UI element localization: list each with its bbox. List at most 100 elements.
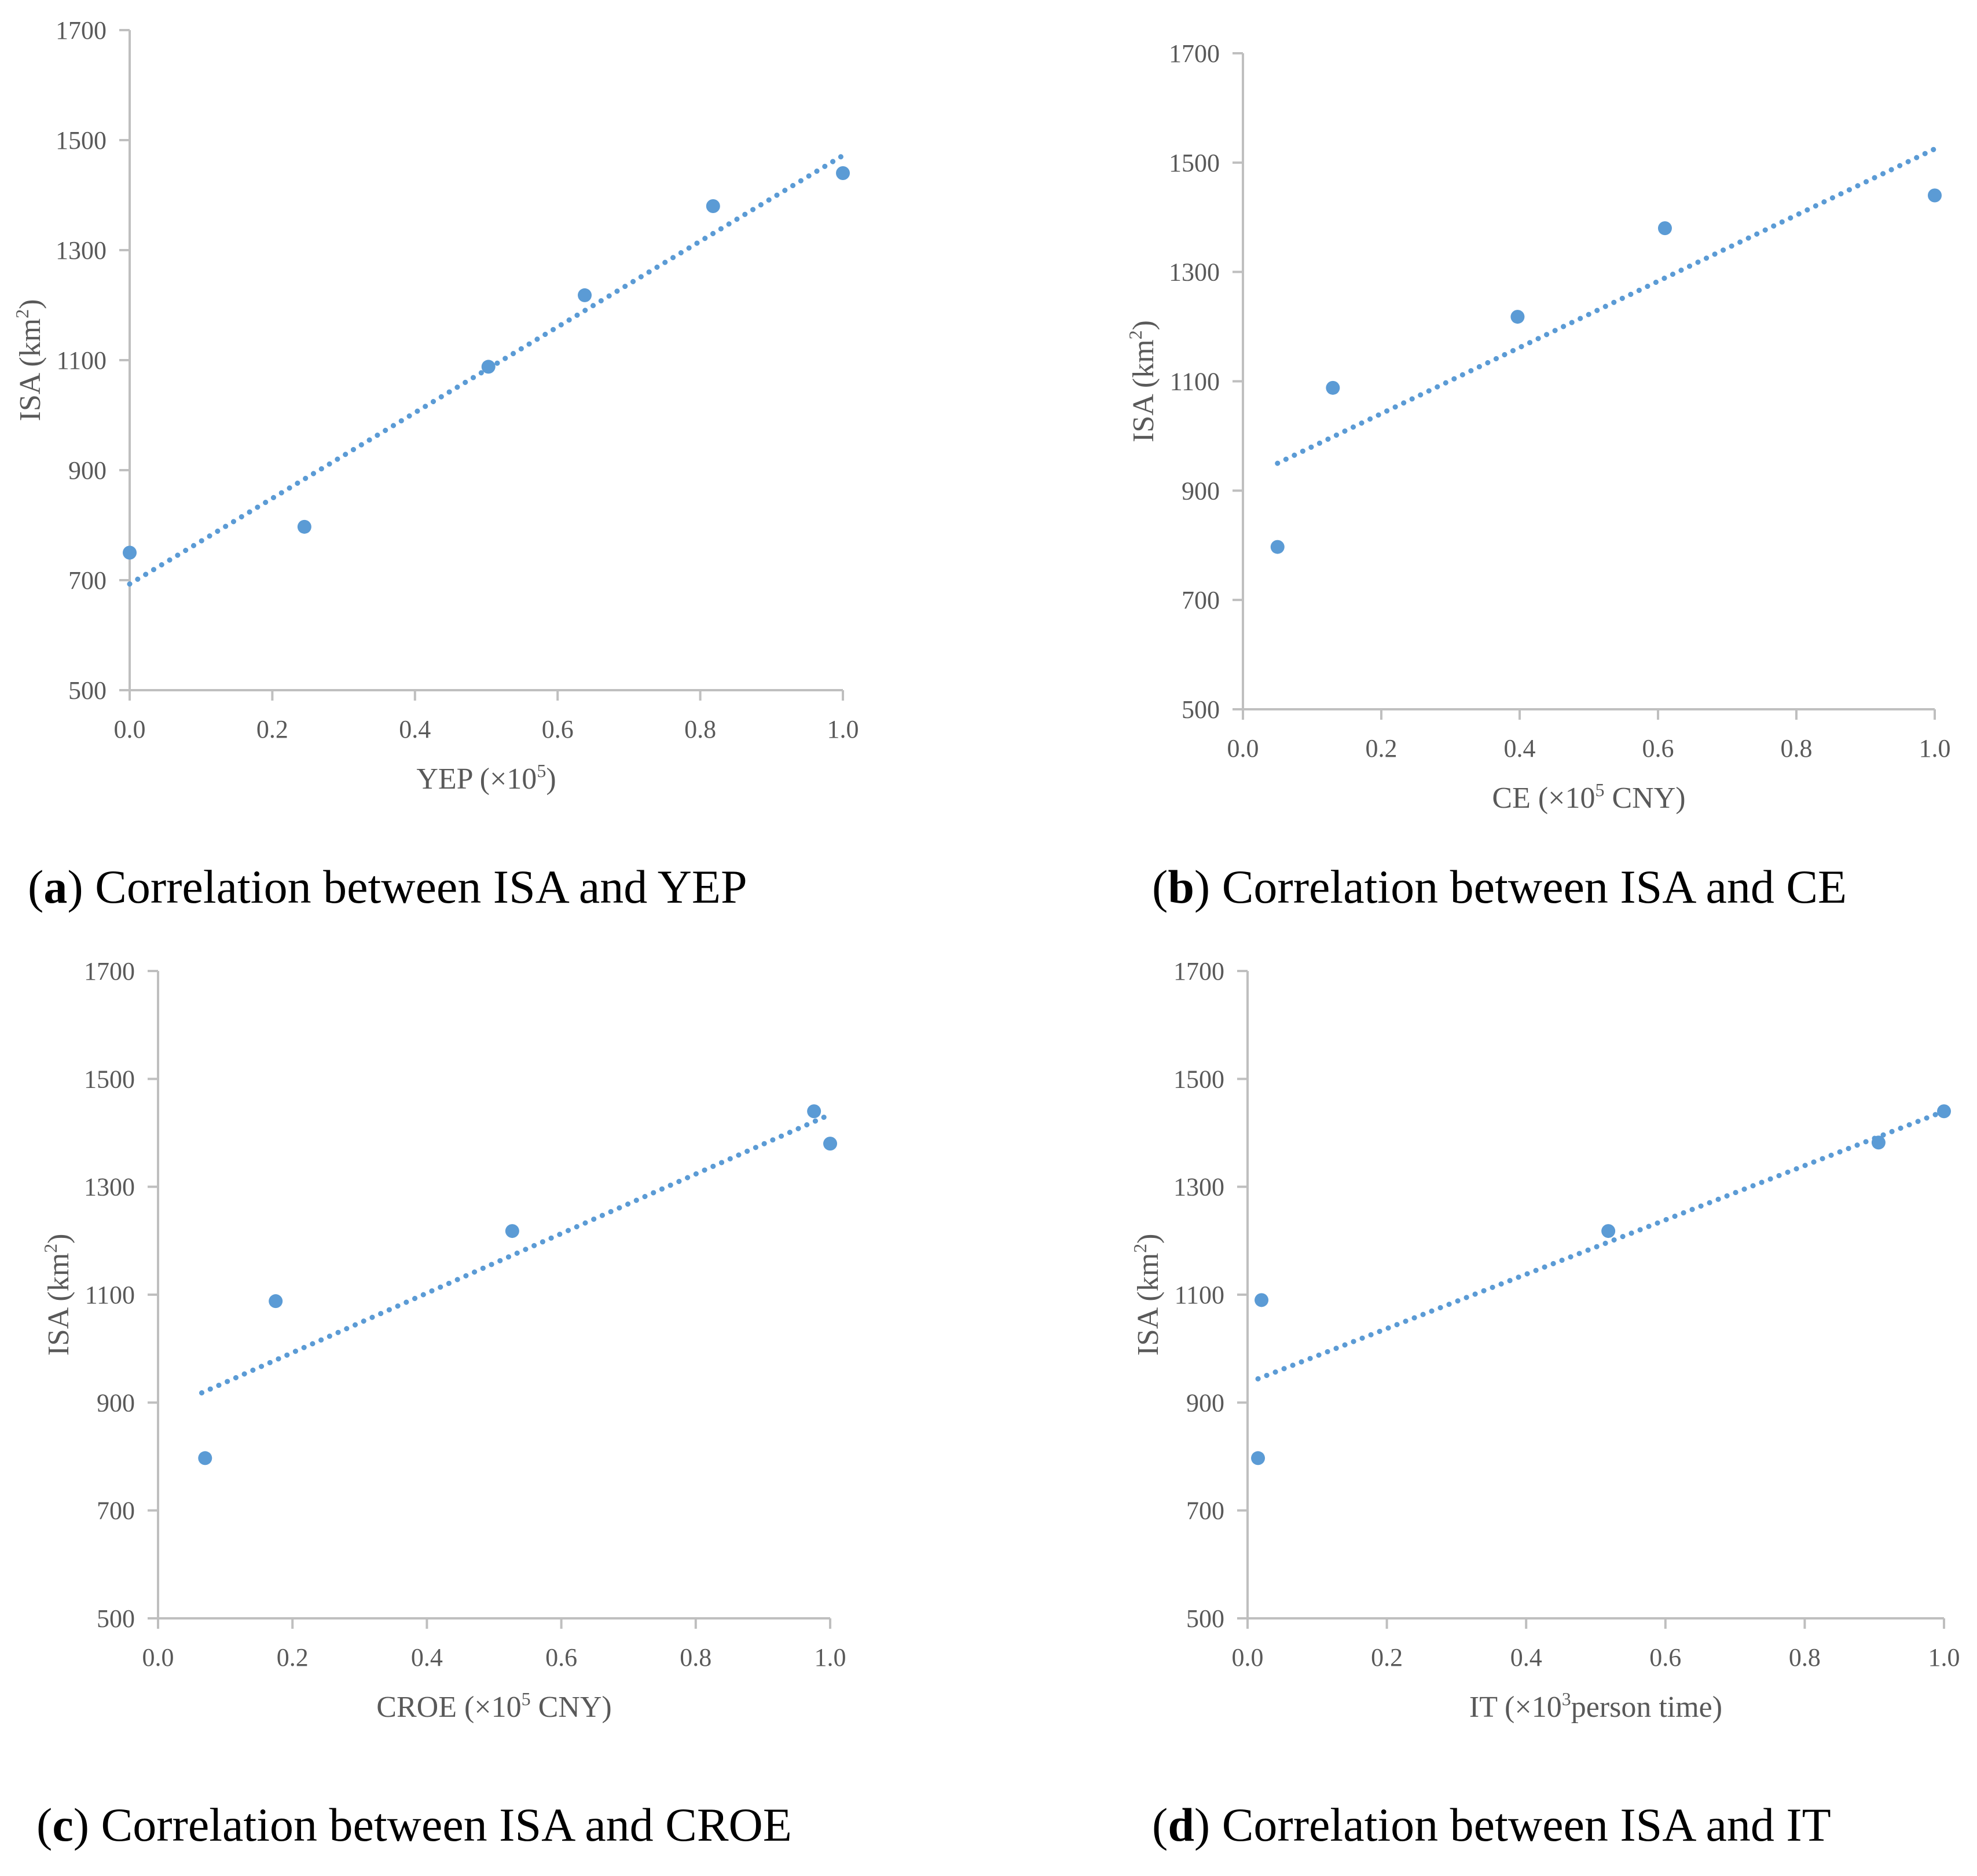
x-tick-label: 0.4 [411,1643,443,1672]
caption-b: (b) Correlation between ISA and CE [1152,860,1847,913]
data-point [823,1137,837,1151]
data-point [1251,1451,1266,1465]
y-tick-label: 1100 [57,346,107,375]
x-tick-label: 0.4 [1504,734,1536,763]
y-axis-label-main: ISA (km [14,318,47,422]
x-axis-label-tail: CNY) [531,1691,612,1724]
y-tick-label: 900 [68,456,107,485]
x-tick-label: 0.8 [1781,734,1813,763]
x-tick-label: 0.0 [142,1643,174,1672]
panel-a: 500 700 900 1100 1300 1500 1700 0.0 0.2 0.4 0.6 0.8… [0,0,988,938]
y-axis-label: ISA (km2) [12,299,47,421]
x-tick-label: 0.2 [277,1643,309,1672]
data-point [1270,540,1285,554]
y-axis-label: ISA (km2) [1125,320,1160,442]
trendline [199,1112,833,1396]
data-point [269,1294,283,1309]
caption-c-letter: c [52,1798,74,1851]
x-tick-label: 0.0 [1232,1643,1264,1672]
y-tick-label: 1700 [1173,957,1224,985]
data-point [123,545,137,560]
x-tick-label: 0.6 [1642,734,1674,763]
y-tick-label: 1100 [1170,368,1220,396]
y-tick-label: 1100 [85,1281,135,1309]
y-tick-label: 1500 [1169,149,1220,177]
data-point [706,199,720,213]
trendline [127,153,846,587]
trendline [1255,1108,1947,1382]
x-tick-label: 0.4 [399,715,431,743]
y-axis-label-main: ISA (km [1132,1253,1165,1356]
y-tick-label: 1700 [56,16,107,45]
y-axis-label-sup: 2 [1125,330,1146,339]
y-tick-label: 900 [1186,1388,1224,1417]
x-axis-label-sup: 3 [1562,1688,1571,1709]
y-tick-label: 500 [68,676,107,705]
y-axis-label-tail: ) [14,299,47,309]
y-tick-label: 500 [97,1604,135,1633]
caption-c-text: Correlation between ISA and CROE [89,1798,792,1851]
y-tick-label: 900 [1182,477,1220,505]
panel-c: 500 700 900 1100 1300 1500 1700 0.0 0.2 0.4 0.6 0.8… [0,938,988,1876]
x-tick-label: 0.8 [684,715,716,743]
x-tick-label: 1.0 [1928,1643,1960,1672]
data-point [1510,310,1525,324]
caption-c: (c) Correlation between ISA and CROE [36,1798,792,1851]
y-axis-label-sup: 2 [12,309,32,318]
y-tick-label: 1300 [84,1173,135,1201]
data-point [297,519,311,534]
y-tick-label: 900 [97,1388,135,1417]
chart-b: 500 700 900 1100 1300 1500 1700 0.0 0.2 0.4 0.6 0.8… [1125,39,1951,815]
chart-a: 500 700 900 1100 1300 1500 1700 0.0 0.2 0.4 0.6 0.8… [12,16,859,796]
y-axis-label: ISA (km2) [1129,1233,1165,1355]
y-tick-label: 1500 [1173,1065,1224,1093]
x-axis-label-main: CE (×10 [1492,782,1595,815]
y-tick-label: 500 [1182,695,1220,724]
x-axis-label: IT (×103person time) [1469,1688,1722,1724]
x-tick-label: 1.0 [827,715,859,743]
y-tick-label: 1300 [1169,258,1220,287]
x-axis-label: CE (×105 CNY) [1492,779,1685,815]
x-axis-label-tail: CNY) [1604,782,1685,815]
data-point [1871,1135,1886,1150]
x-tick-label: 0.8 [1789,1643,1821,1672]
y-tick-label: 700 [68,566,107,595]
data-point [198,1451,212,1465]
x-axis-label-tail: person time) [1571,1691,1722,1724]
y-axis-label-main: ISA (km [1127,339,1160,442]
y-tick-label: 1700 [84,957,135,985]
caption-a: (a) Correlation between ISA and YEP [28,860,747,913]
x-axis-label-sup: 5 [522,1688,531,1709]
x-axis-label: CROE (×105 CNY) [376,1688,611,1724]
caption-b-letter: b [1168,860,1194,913]
x-tick-label: 0.2 [1366,734,1398,763]
data-point [1255,1293,1269,1307]
data-point [1657,221,1672,236]
y-tick-label: 700 [1186,1497,1224,1525]
x-axis-label-main: IT (×10 [1469,1691,1562,1724]
caption-a-letter: a [43,860,68,913]
y-axis-label-tail: ) [42,1233,75,1243]
data-point [836,166,850,180]
x-axis-label-tail: ) [546,763,556,796]
x-tick-label: 0.6 [1649,1643,1681,1672]
y-tick-label: 1500 [84,1065,135,1093]
x-tick-label: 0.8 [680,1643,711,1672]
data-point [481,360,496,374]
y-tick-label: 1500 [56,126,107,155]
y-tick-label: 700 [1182,586,1220,614]
panel-d: 500 700 900 1100 1300 1500 1700 0.0 0.2 0.4 0.6 0.8… [988,938,1976,1876]
y-tick-label: 1300 [1173,1173,1224,1201]
y-axis-label-tail: ) [1127,320,1160,330]
y-tick-label: 700 [97,1497,135,1525]
x-tick-label: 0.0 [114,715,146,743]
x-tick-label: 0.6 [545,1643,577,1672]
y-axis-label-main: ISA (km [42,1253,75,1356]
chart-d: 500 700 900 1100 1300 1500 1700 0.0 0.2 0.4 0.6 0.8… [1129,957,1960,1724]
x-axis-label-main: YEP (×10 [416,763,537,796]
data-point [505,1224,519,1239]
data-point [1937,1104,1951,1119]
x-tick-label: 1.0 [1919,734,1951,763]
x-tick-label: 0.0 [1227,734,1259,763]
x-tick-label: 1.0 [815,1643,846,1672]
